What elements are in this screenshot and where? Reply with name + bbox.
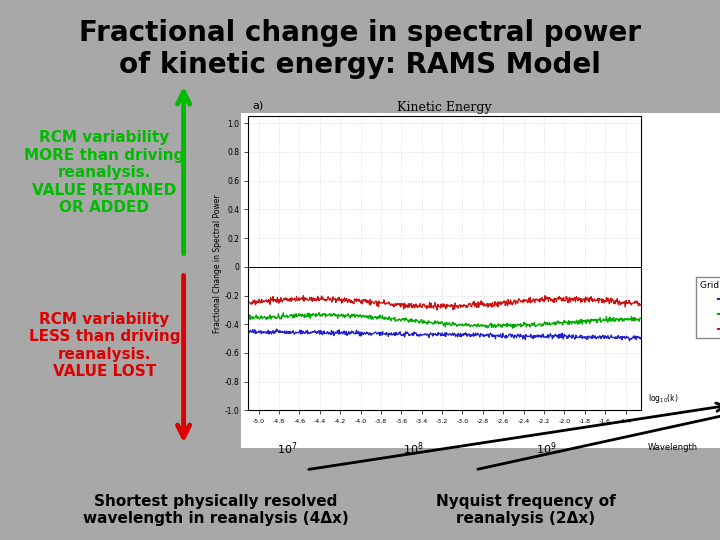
Title: Kinetic Energy: Kinetic Energy: [397, 100, 492, 113]
Text: Shortest physically resolved
wavelength in reanalysis (4Δx): Shortest physically resolved wavelength …: [83, 494, 349, 526]
Text: Fractional change in spectral power
of kinetic energy: RAMS Model: Fractional change in spectral power of k…: [79, 19, 641, 79]
Text: Nyquist frequency of
reanalysis (2Δx): Nyquist frequency of reanalysis (2Δx): [436, 494, 616, 526]
Text: $10^7$: $10^7$: [277, 440, 298, 457]
Bar: [241, 113, 720, 448]
Text: $10^8$: $10^8$: [403, 440, 423, 457]
Text: RCM variability
MORE than driving
reanalysis.
VALUE RETAINED
OR ADDED: RCM variability MORE than driving reanal…: [24, 131, 184, 215]
Y-axis label: Fractional Change in Spectral Power: Fractional Change in Spectral Power: [212, 194, 222, 333]
Text: log$_{10}$(k): log$_{10}$(k): [648, 392, 678, 405]
Text: a): a): [252, 100, 264, 110]
Text: $10^9$: $10^9$: [536, 440, 557, 457]
Legend: 200, 100, 50: 200, 100, 50: [696, 276, 720, 338]
Text: RCM variability
LESS than driving
reanalysis.
VALUE LOST: RCM variability LESS than driving reanal…: [29, 312, 180, 379]
Text: Wavelength: Wavelength: [648, 443, 698, 452]
